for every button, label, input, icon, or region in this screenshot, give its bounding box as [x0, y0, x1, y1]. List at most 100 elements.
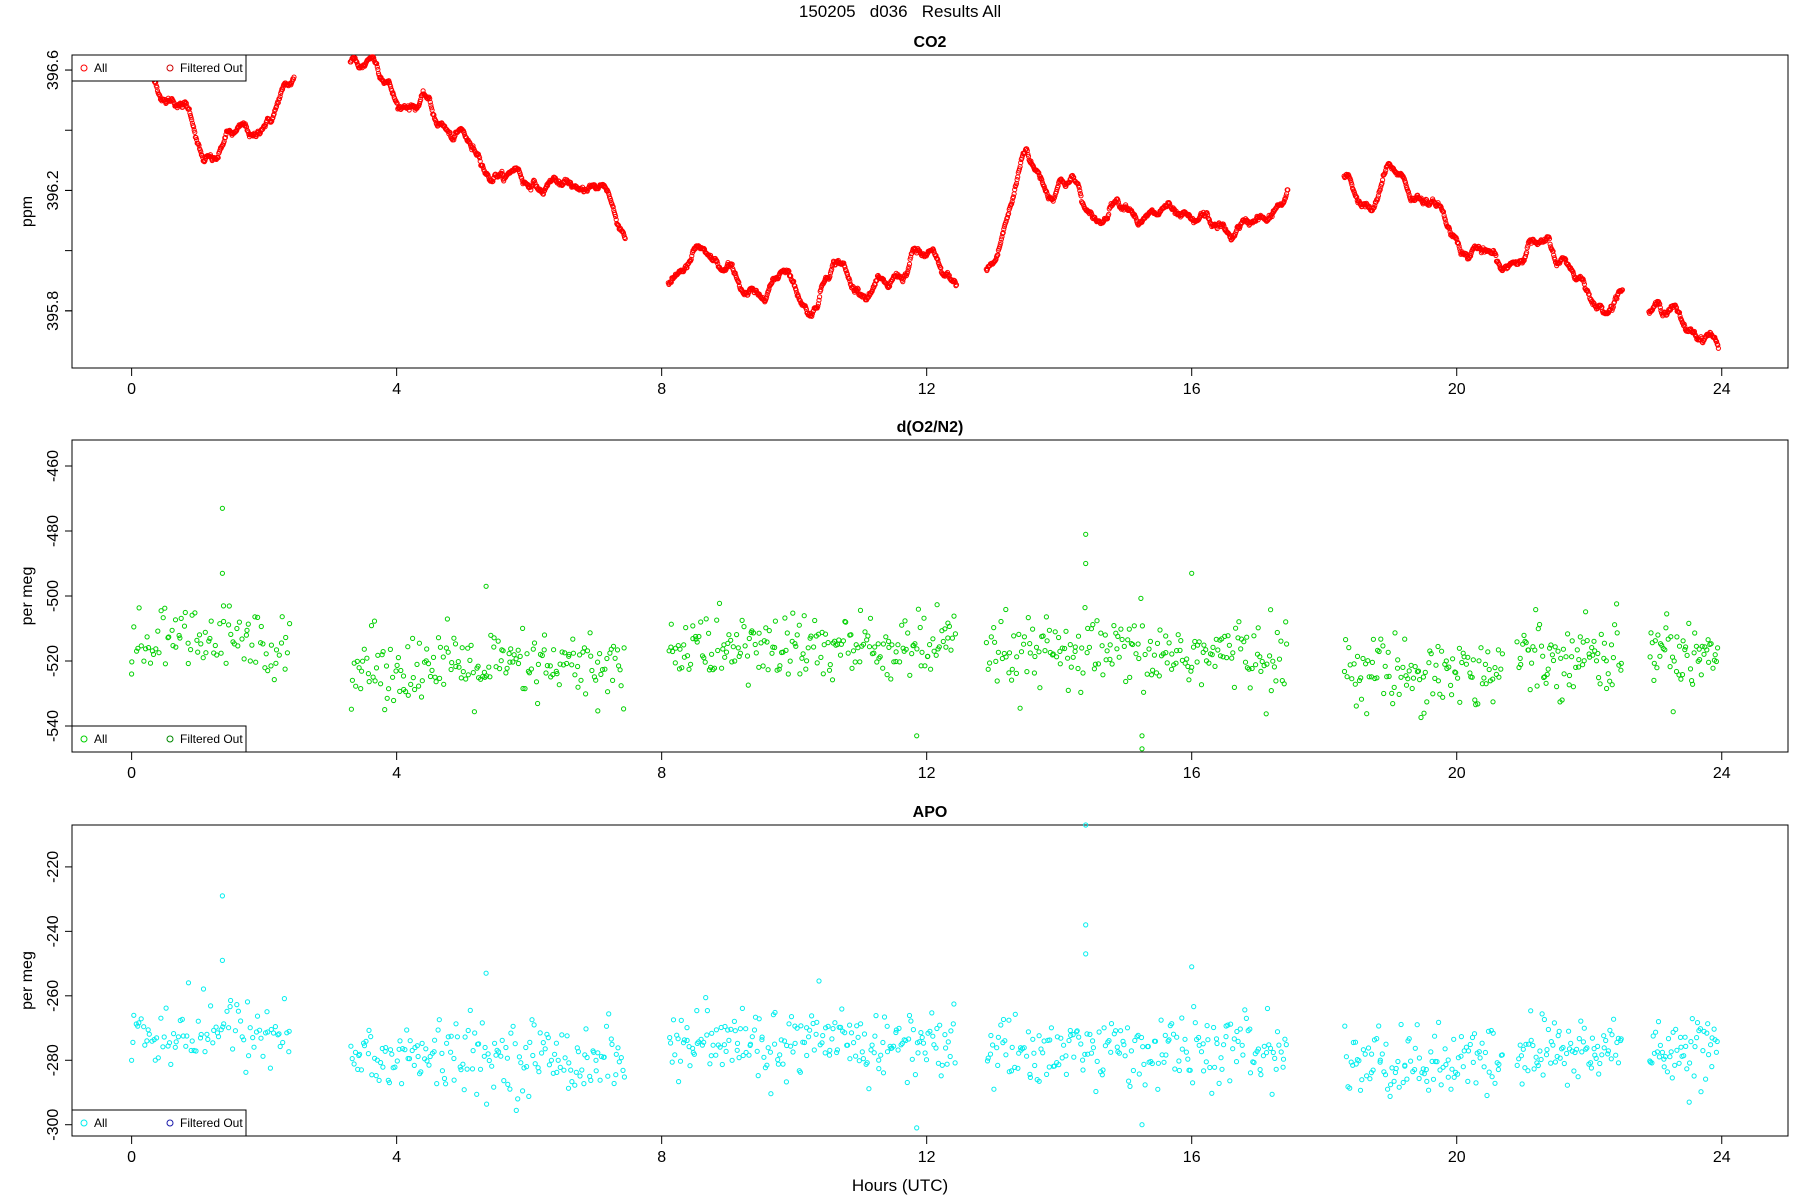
data-point: [162, 605, 168, 611]
data-point: [717, 1044, 723, 1050]
data-point: [1376, 1023, 1382, 1029]
data-point: [188, 115, 194, 121]
data-point: [884, 672, 890, 678]
data-point: [278, 640, 285, 646]
data-point: [1176, 1058, 1182, 1064]
data-point: [951, 1001, 957, 1007]
data-point: [1418, 714, 1424, 721]
data-point: [1351, 661, 1357, 667]
data-point: [788, 1014, 795, 1020]
data-point: [524, 1064, 530, 1070]
data-point: [1203, 1059, 1209, 1065]
data-point: [1574, 647, 1580, 653]
data-point: [737, 1026, 744, 1032]
data-point: [1241, 639, 1247, 645]
data-point: [1027, 650, 1033, 656]
data-point: [1522, 638, 1528, 644]
data-point: [1482, 1049, 1489, 1056]
data-point: [734, 1047, 740, 1053]
data-point: [1090, 1045, 1097, 1051]
data-point: [1433, 662, 1439, 668]
data-point: [1201, 1068, 1207, 1074]
data-point: [1388, 1082, 1394, 1088]
data-point: [392, 1064, 398, 1070]
data-point: [253, 659, 259, 665]
data-point: [667, 1035, 673, 1041]
data-point: [1086, 644, 1093, 651]
data-point: [1139, 733, 1145, 739]
data-point: [247, 1025, 253, 1031]
data-point: [1683, 1043, 1689, 1050]
data-point: [1121, 643, 1127, 650]
data-point: [1445, 1057, 1451, 1063]
data-point: [468, 642, 474, 649]
data-point: [819, 1040, 825, 1046]
data-point: [1612, 622, 1618, 628]
data-point: [1255, 625, 1261, 631]
data-point: [839, 1006, 845, 1012]
data-point: [998, 239, 1004, 245]
data-point: [503, 670, 509, 676]
data-point: [1458, 1053, 1464, 1059]
data-point: [707, 1061, 713, 1067]
data-point: [785, 671, 791, 677]
data-point: [900, 645, 906, 651]
data-point: [1278, 638, 1284, 644]
data-point: [522, 686, 528, 692]
data-point: [213, 1024, 219, 1030]
data-point: [191, 124, 197, 130]
data-point: [268, 1026, 274, 1033]
data-point: [1269, 1091, 1275, 1097]
data-point: [1163, 633, 1169, 639]
data-point: [1364, 711, 1370, 717]
data-point: [291, 74, 297, 80]
figure-title: 150205 d036 Results All: [798, 2, 1002, 21]
data-point: [899, 622, 905, 628]
data-point: [1550, 1042, 1556, 1048]
data-point: [856, 1058, 862, 1064]
data-point: [1453, 670, 1459, 676]
data-point: [386, 686, 392, 692]
data-point: [1518, 1053, 1525, 1059]
data-point: [836, 637, 842, 643]
data-point: [1018, 649, 1025, 655]
data-point: [1281, 198, 1287, 204]
data-point: [1398, 674, 1404, 680]
data-point: [1589, 1035, 1596, 1041]
data-point: [1404, 1076, 1410, 1082]
data-point: [1596, 1071, 1602, 1077]
data-point: [376, 1077, 382, 1084]
data-point: [465, 672, 471, 678]
y-tick-label: -500: [45, 580, 62, 612]
data-point: [790, 610, 796, 616]
data-point: [621, 1074, 628, 1080]
data-point: [614, 647, 621, 653]
data-point: [684, 653, 691, 659]
data-point: [1472, 697, 1478, 703]
data-point: [1426, 1087, 1432, 1093]
data-point: [1212, 663, 1218, 670]
data-point: [1140, 1044, 1146, 1050]
data-point: [144, 1038, 150, 1044]
data-point: [1369, 1051, 1375, 1057]
data-point: [1601, 640, 1608, 646]
data-point: [939, 1062, 945, 1068]
data-point: [725, 640, 731, 647]
data-point: [1109, 661, 1115, 667]
data-point: [580, 649, 586, 655]
data-point: [937, 264, 943, 270]
data-point: [593, 677, 599, 683]
data-point: [1653, 1029, 1659, 1035]
data-point: [564, 660, 570, 667]
data-point: [1011, 633, 1017, 639]
data-point: [182, 609, 188, 616]
data-point: [1713, 1049, 1720, 1055]
data-point: [907, 672, 913, 678]
data-point: [1247, 685, 1253, 691]
data-point: [1115, 633, 1121, 640]
data-point: [1672, 1062, 1678, 1068]
data-point: [512, 1041, 518, 1047]
data-point: [1693, 643, 1700, 649]
data-point: [1092, 661, 1099, 667]
